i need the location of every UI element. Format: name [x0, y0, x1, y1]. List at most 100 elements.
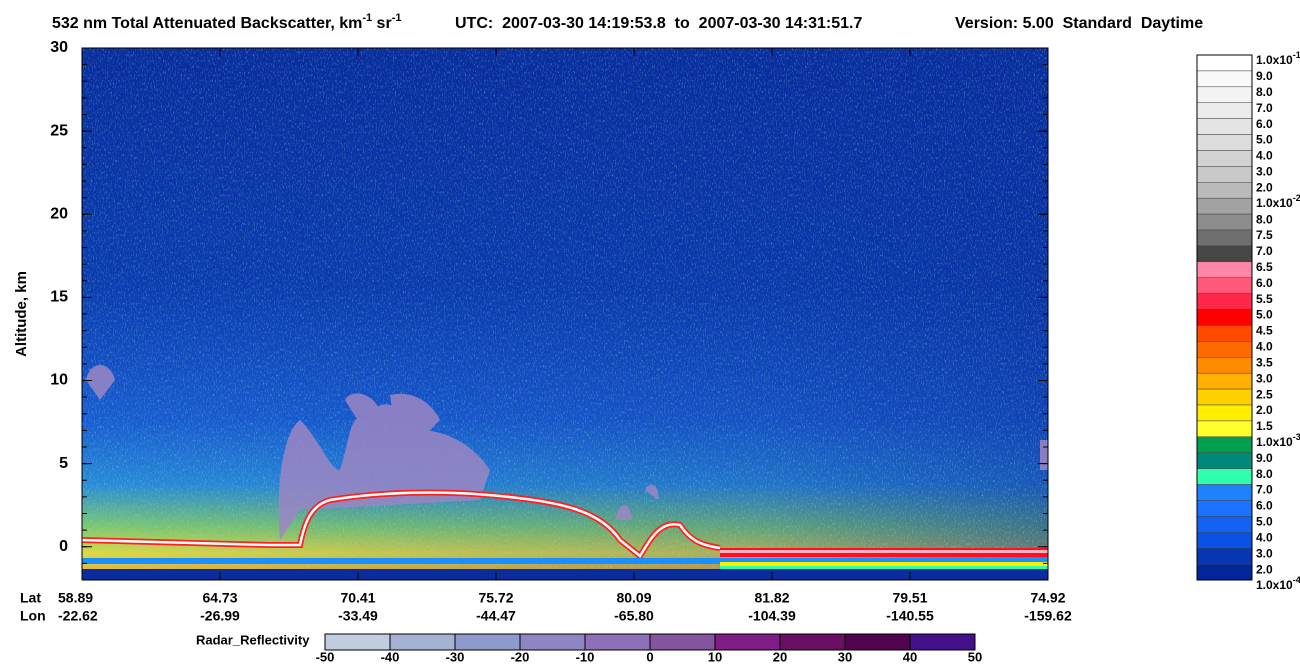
- chart-title: 532 nm Total Attenuated Backscatter, km-…: [52, 12, 401, 32]
- colorbar-label: 2.0: [1256, 180, 1273, 194]
- colorbar-label: 2.0: [1256, 562, 1273, 576]
- y-tick-label: 15: [50, 289, 68, 306]
- colorbar-bin: [1196, 309, 1253, 326]
- y-tick-label: 25: [50, 122, 68, 139]
- y-tick-label: 0: [59, 538, 68, 555]
- colorbar-label: 1.0x10-4: [1256, 575, 1300, 592]
- radar-tick-label: -40: [381, 649, 400, 664]
- y-tick-label: 30: [50, 39, 68, 56]
- radar-tick-label: -10: [576, 649, 595, 664]
- colorbar-label: 3.0: [1256, 371, 1273, 385]
- colorbar-bin: [1196, 547, 1253, 565]
- radar-tick-label: 30: [838, 649, 852, 664]
- x-tick-label: 58.89: [58, 590, 93, 606]
- colorbar-bin: [1196, 341, 1253, 358]
- radar-tick-label: -30: [446, 649, 465, 664]
- colorbar-label-base: 1.0x10: [1256, 435, 1293, 449]
- colorbar-bin: [1196, 500, 1253, 517]
- colorbar-bin: [1196, 325, 1253, 342]
- colorbar-bin: [1196, 102, 1253, 119]
- colorbar-bin: [1196, 182, 1253, 199]
- x-tick-label: 64.73: [202, 590, 237, 606]
- x-tick-label: -140.55: [886, 608, 934, 624]
- radar-bin: [325, 634, 390, 650]
- radar-bin: [715, 634, 780, 650]
- colorbar-label: 2.5: [1256, 387, 1273, 401]
- colorbar-label: 1.0x10-1: [1256, 50, 1300, 67]
- colorbar-bin: [1196, 197, 1253, 215]
- y-tick-label: 10: [50, 372, 68, 389]
- colorbar-bin: [1196, 118, 1253, 135]
- radar-tick-label: -50: [316, 649, 335, 664]
- colorbar-label: 4.0: [1256, 149, 1273, 163]
- colorbar-bin: [1196, 420, 1253, 438]
- x-tick-label: -159.62: [1024, 608, 1072, 624]
- radar-bin: [845, 634, 910, 650]
- colorbar-label: 1.0x10-2: [1256, 194, 1300, 211]
- colorbar-bin: [1196, 150, 1253, 167]
- colorbar-label: 6.5: [1256, 260, 1273, 274]
- chart-subtitle: UTC: 2007-03-30 14:19:53.8 to 2007-03-30…: [455, 15, 862, 32]
- title-part: 532 nm Total Attenuated Backscatter, km: [52, 15, 362, 32]
- colorbar-label: 4.0: [1256, 340, 1273, 354]
- radar-bin: [780, 634, 845, 650]
- colorbar-bin: [1196, 516, 1253, 533]
- colorbar-label: 6.0: [1256, 276, 1273, 290]
- colorbar-label: 6.0: [1256, 117, 1273, 131]
- radar-tick-label: 40: [903, 649, 917, 664]
- colorbar-bin: [1196, 452, 1253, 469]
- x-tick-label: 79.51: [892, 590, 927, 606]
- colorbar-label: 5.0: [1256, 133, 1273, 147]
- colorbar-label: 7.5: [1256, 228, 1273, 242]
- colorbar-bin: [1196, 293, 1253, 310]
- colorbar-bin: [1196, 245, 1253, 263]
- colorbar-label-base: 1.0x10: [1256, 196, 1293, 210]
- colorbar-bin: [1196, 261, 1253, 278]
- colorbar-bin: [1196, 86, 1253, 103]
- colorbar-bin: [1196, 468, 1253, 485]
- colorbar-label: 1.0x10-3: [1256, 432, 1300, 449]
- colorbar-frame: [1196, 54, 1253, 581]
- colorbar-bin: [1196, 70, 1253, 88]
- title-part: sr: [372, 15, 392, 32]
- colorbar-bin: [1196, 532, 1253, 549]
- radar-tick-label: 50: [968, 649, 982, 664]
- x-tick-label: 80.09: [616, 590, 651, 606]
- title-part: -1: [392, 12, 402, 24]
- x-tick-label: -104.39: [748, 608, 796, 624]
- x-tick-label: 81.82: [754, 590, 789, 606]
- radar-tick-label: 20: [773, 649, 787, 664]
- colorbar-bin: [1196, 372, 1253, 390]
- colorbar-label: 2.0: [1256, 403, 1273, 417]
- colorbar-label: 7.0: [1256, 101, 1273, 115]
- colorbar-bin: [1196, 436, 1253, 453]
- colorbar-label: 5.0: [1256, 515, 1273, 529]
- colorbar-label: 5.5: [1256, 292, 1273, 306]
- colorbar-label: 8.0: [1256, 85, 1273, 99]
- radar-label: Radar_Reflectivity: [196, 632, 310, 647]
- x-tick-label: 75.72: [478, 590, 513, 606]
- x-tick-label: 74.92: [1030, 590, 1065, 606]
- colorbar-label: 8.0: [1256, 467, 1273, 481]
- title-part: -1: [362, 12, 372, 24]
- colorbar-label-exp: -1: [1293, 50, 1300, 60]
- colorbar-bin: [1196, 388, 1253, 406]
- colorbar-label: 3.0: [1256, 165, 1273, 179]
- radar-tick-label: 0: [646, 649, 653, 664]
- colorbar-label-base: 1.0x10: [1256, 578, 1293, 592]
- colorbar-bin: [1196, 484, 1253, 501]
- radar-bin: [390, 634, 455, 650]
- colorbar-label: 8.0: [1256, 212, 1273, 226]
- colorbar-label-exp: -4: [1293, 575, 1300, 585]
- radar-tick-label: 10: [708, 649, 722, 664]
- colorbar-bin: [1196, 277, 1253, 294]
- x-tick-label: -26.99: [200, 608, 240, 624]
- x-tick-label: 70.41: [340, 590, 375, 606]
- radar-bin: [910, 634, 975, 650]
- colorbar-label: 3.5: [1256, 355, 1273, 369]
- x-tick-label: -44.47: [476, 608, 516, 624]
- colorbar-label: 4.5: [1256, 324, 1273, 338]
- colorbar-label-exp: -2: [1293, 194, 1300, 204]
- colorbar-label: 9.0: [1256, 69, 1273, 83]
- colorbar-label: 4.0: [1256, 530, 1273, 544]
